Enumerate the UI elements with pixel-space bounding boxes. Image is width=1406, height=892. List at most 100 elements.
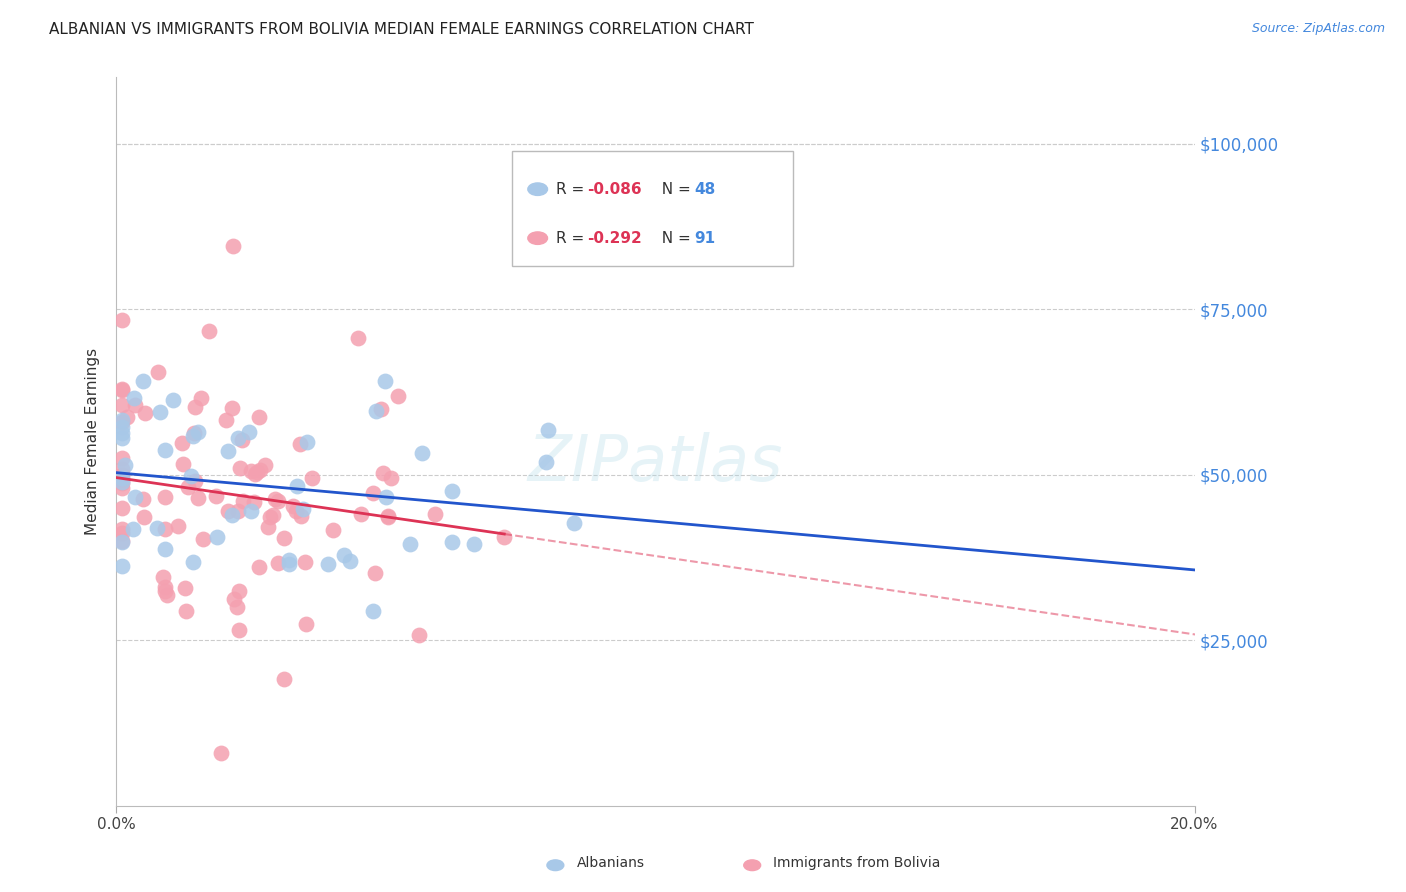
Point (152, 570, 174, 584)
Point (463, 537, 485, 551)
Point (231, 433, 253, 447)
Point (111, 415, 134, 429)
Point (111, 525, 134, 540)
Point (170, 436, 193, 450)
Point (537, 423, 560, 437)
Point (361, 485, 384, 500)
Point (111, 482, 134, 496)
Point (167, 519, 190, 533)
Point (380, 471, 402, 485)
Point (183, 475, 205, 489)
Text: Immigrants from Bolivia: Immigrants from Bolivia (773, 855, 941, 870)
Point (292, 501, 315, 516)
Point (259, 509, 281, 524)
Point (162, 392, 184, 407)
Point (111, 474, 134, 488)
Text: 48: 48 (695, 182, 716, 197)
Point (262, 508, 284, 523)
Point (228, 584, 250, 599)
Point (111, 475, 134, 489)
Point (221, 239, 243, 253)
Point (494, 530, 516, 544)
Point (295, 434, 318, 449)
Point (249, 463, 271, 477)
Point (226, 431, 249, 445)
Point (294, 555, 316, 569)
Point (226, 600, 249, 615)
Point (111, 426, 134, 441)
Point (122, 391, 145, 405)
Point (226, 504, 249, 518)
Point (375, 490, 398, 504)
Point (190, 391, 212, 405)
Point (217, 444, 239, 458)
Point (174, 604, 197, 618)
Point (243, 467, 266, 482)
Point (273, 531, 295, 545)
Point (148, 365, 170, 379)
Point (290, 509, 312, 524)
Point (534, 455, 557, 469)
Point (240, 504, 263, 518)
Point (228, 624, 250, 638)
Point (370, 401, 392, 416)
Point (339, 554, 361, 568)
Text: ZIPatlas: ZIPatlas (527, 433, 783, 494)
Point (217, 504, 239, 518)
Text: Source: ZipAtlas.com: Source: ZipAtlas.com (1251, 22, 1385, 36)
Y-axis label: Median Female Earnings: Median Female Earnings (86, 348, 100, 535)
Point (181, 556, 204, 570)
Point (285, 479, 308, 493)
Point (148, 405, 170, 419)
Point (246, 465, 269, 479)
Point (111, 450, 134, 465)
Point (124, 398, 146, 412)
Point (111, 383, 134, 397)
Point (111, 431, 134, 445)
Point (425, 507, 447, 521)
Point (205, 489, 228, 503)
Point (411, 446, 433, 460)
Point (111, 522, 134, 536)
Point (228, 460, 250, 475)
Point (322, 524, 344, 538)
Point (440, 483, 463, 498)
Point (267, 494, 290, 508)
Point (114, 458, 136, 473)
Point (371, 466, 394, 480)
Point (153, 442, 176, 457)
Point (187, 425, 209, 439)
Text: Albanians: Albanians (576, 855, 644, 870)
Point (398, 537, 420, 551)
Point (318, 557, 340, 571)
Point (197, 324, 219, 338)
Point (288, 437, 311, 451)
Text: R =: R = (557, 231, 589, 245)
Point (278, 553, 301, 567)
Point (115, 409, 138, 424)
Point (256, 520, 278, 534)
Point (377, 509, 399, 524)
Point (111, 312, 134, 326)
Point (221, 401, 243, 416)
Point (134, 406, 156, 420)
Point (111, 535, 134, 549)
Point (301, 471, 323, 485)
Text: -0.292: -0.292 (588, 231, 643, 245)
Point (111, 467, 134, 482)
Point (193, 532, 215, 546)
Point (111, 501, 134, 516)
Point (441, 535, 464, 549)
Point (377, 508, 399, 523)
Point (247, 410, 270, 425)
Point (145, 521, 167, 535)
Point (131, 491, 153, 506)
Point (243, 495, 266, 509)
Point (562, 516, 585, 530)
Point (283, 500, 305, 514)
Text: 91: 91 (695, 231, 716, 245)
Point (284, 504, 307, 518)
Point (278, 557, 301, 571)
Point (111, 462, 134, 476)
Point (221, 508, 243, 522)
